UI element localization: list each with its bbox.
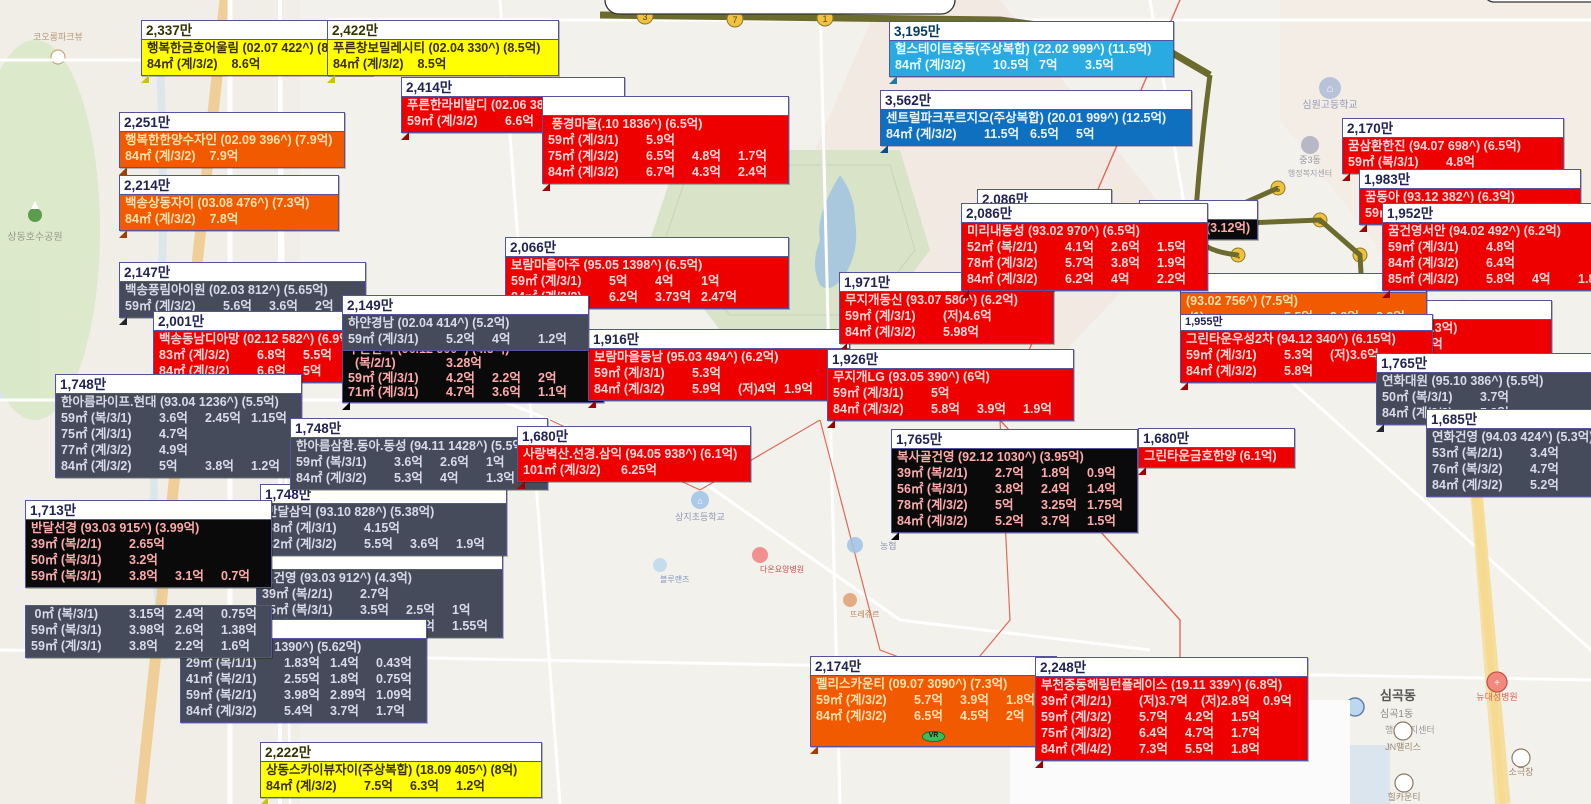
svg-text:힐카운티: 힐카운티	[1387, 791, 1420, 802]
svg-text:7: 7	[732, 15, 737, 25]
svg-text:+: +	[1494, 678, 1500, 689]
svg-text:농협: 농협	[880, 540, 897, 551]
svg-text:코오롱파크뷰: 코오롱파크뷰	[33, 32, 83, 42]
svg-text:블루랜즈: 블루랜즈	[660, 574, 689, 584]
svg-text:심곡1동: 심곡1동	[1380, 708, 1413, 720]
svg-text:뜨레쥬르: 뜨레쥬르	[850, 610, 879, 619]
svg-text:행정복지센터: 행정복지센터	[1288, 168, 1332, 178]
svg-text:소극장: 소극장	[1509, 767, 1534, 777]
svg-text:⌂: ⌂	[697, 496, 702, 506]
svg-text:뉴대성병원: 뉴대성병원	[1476, 692, 1517, 702]
svg-text:1: 1	[822, 14, 827, 24]
svg-text:다온요양병원: 다온요양병원	[760, 565, 804, 574]
svg-text:심곡동: 심곡동	[1380, 688, 1416, 703]
svg-text:중3동: 중3동	[1299, 155, 1321, 165]
svg-text:⌂: ⌂	[1327, 83, 1334, 95]
svg-text:상지초등학교: 상지초등학교	[675, 512, 725, 522]
svg-text:상동호수공원: 상동호수공원	[7, 231, 62, 243]
svg-text:심원고등학교: 심원고등학교	[1302, 99, 1357, 111]
svg-text:JN팰리스: JN팰리스	[1385, 741, 1421, 752]
